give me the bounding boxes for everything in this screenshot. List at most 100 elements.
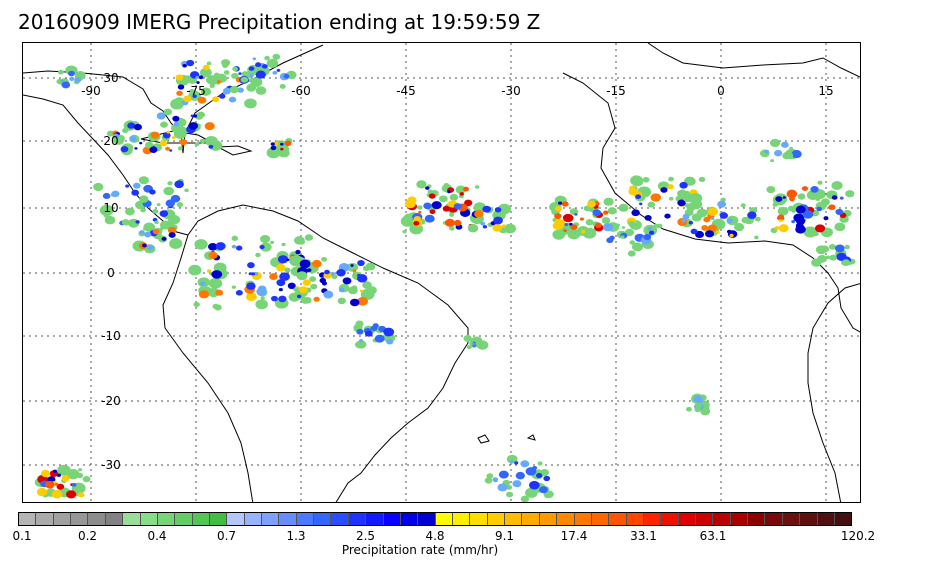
precip-cell <box>581 230 586 234</box>
precip-cell <box>150 131 160 139</box>
precip-cell <box>175 74 184 81</box>
precip-cell <box>296 294 302 299</box>
precip-cell <box>159 210 169 218</box>
precip-cell <box>769 138 781 148</box>
precip-cell <box>170 194 181 203</box>
precip-cell <box>255 252 261 258</box>
precip-cell <box>501 224 507 228</box>
precip-cell <box>668 176 674 182</box>
precip-cell <box>215 242 226 251</box>
precip-cell <box>448 225 455 231</box>
precip-cell <box>161 236 167 241</box>
colorbar-swatch <box>591 513 610 525</box>
precip-cell <box>176 202 184 208</box>
precip-cell <box>370 325 378 332</box>
precip-cell <box>66 490 77 499</box>
colorbar-swatch <box>209 513 228 525</box>
precip-cell <box>686 406 692 412</box>
precip-cell <box>357 259 365 267</box>
precip-cell <box>313 296 320 302</box>
precip-cell <box>276 263 286 272</box>
colorbar-swatch <box>348 513 367 525</box>
precip-cell <box>222 87 232 95</box>
precip-cell <box>554 205 562 212</box>
precip-cell <box>253 82 260 88</box>
precip-cell <box>781 141 789 148</box>
precip-cell <box>474 185 480 189</box>
precip-cell <box>197 111 205 118</box>
precip-cell <box>319 277 327 284</box>
precip-cell <box>296 271 308 281</box>
precip-cell <box>631 209 640 217</box>
precip-cell <box>184 188 189 193</box>
precip-cell <box>472 344 477 348</box>
precip-cell <box>357 273 361 277</box>
precip-cell <box>592 209 602 217</box>
precip-cell <box>167 226 177 234</box>
precip-cell <box>260 234 271 244</box>
precip-cell <box>698 176 706 183</box>
precip-cell <box>423 202 432 210</box>
precip-cell <box>278 288 283 292</box>
precip-cell <box>482 225 488 229</box>
precip-cell <box>831 195 838 200</box>
precip-cell <box>129 135 137 142</box>
precip-cell <box>449 193 459 201</box>
precip-cell <box>106 130 115 137</box>
precip-cell <box>629 185 636 191</box>
precip-cell <box>125 207 135 216</box>
precip-cell <box>512 480 522 488</box>
precip-cell <box>791 149 802 159</box>
precip-cell <box>211 270 223 279</box>
precip-cell <box>839 196 844 200</box>
precip-cell <box>190 114 194 118</box>
precip-cell <box>647 226 653 231</box>
precip-cell <box>594 222 602 228</box>
precip-cell <box>676 190 686 197</box>
lat-label: -20 <box>101 394 121 408</box>
precip-cell <box>453 219 462 226</box>
precip-cell <box>278 295 287 303</box>
precip-cell <box>786 189 798 199</box>
precip-cell <box>167 181 173 186</box>
precip-cell <box>509 460 514 464</box>
precip-cell <box>278 148 290 158</box>
precip-cell <box>472 341 476 344</box>
precip-cell <box>193 301 200 308</box>
precip-cell <box>104 215 116 225</box>
precip-cell <box>831 181 843 190</box>
colorbar-tick-label: 2.5 <box>355 529 376 543</box>
lon-label: -90 <box>81 84 101 98</box>
precip-cell <box>520 460 530 468</box>
precip-cell <box>564 222 569 227</box>
colorbar-swatch <box>730 513 749 525</box>
colorbar-swatch <box>71 513 89 525</box>
precip-cell <box>734 223 745 232</box>
precip-cell <box>515 471 525 480</box>
precip-cell <box>174 180 184 189</box>
lon-label: -75 <box>186 84 206 98</box>
precip-cell <box>677 199 686 207</box>
precip-cell <box>629 240 636 245</box>
precip-cell <box>196 81 200 84</box>
precip-cell <box>694 406 701 413</box>
precip-cell <box>238 72 242 75</box>
precip-cell <box>359 289 363 293</box>
precip-cell <box>624 228 635 237</box>
precip-cell <box>231 244 237 249</box>
lat-label: 0 <box>107 266 115 280</box>
colorbar-swatch <box>661 513 679 525</box>
colorbar-swatch <box>713 513 731 525</box>
precip-cell <box>264 55 270 61</box>
precip-cell <box>632 178 644 187</box>
precip-cell <box>330 271 335 276</box>
precip-cell <box>764 149 770 154</box>
precip-cell <box>183 95 192 103</box>
precip-cell <box>194 142 200 147</box>
colorbar-title: Precipitation rate (mm/hr) <box>341 543 499 557</box>
precip-cell <box>582 227 597 239</box>
precip-cell <box>203 64 210 71</box>
precip-cell <box>246 282 256 290</box>
precip-cell <box>642 177 650 183</box>
colorbar-swatch <box>123 513 141 525</box>
